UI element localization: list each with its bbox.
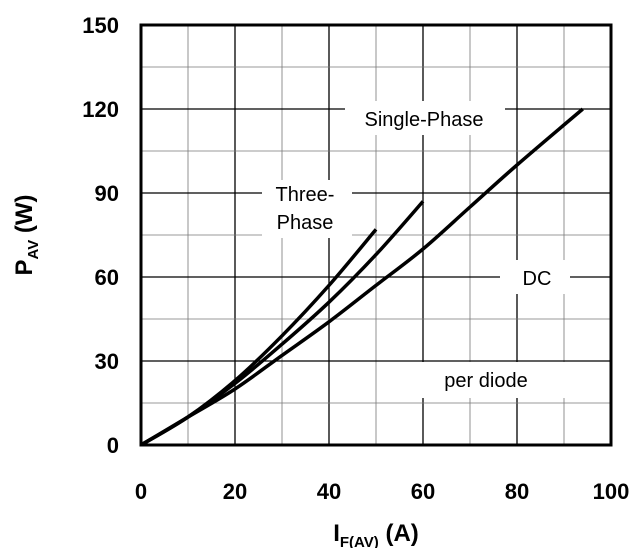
x-axis-title-subscript: F(AV): [340, 534, 379, 548]
label-bg-dc: [500, 260, 570, 294]
y-tick-label: 30: [95, 349, 119, 374]
x-axis-title: IF(AV) (A): [333, 520, 419, 548]
label-bg-three-phase: [262, 180, 352, 238]
y-axis-title-subscript: AV: [25, 240, 42, 260]
x-tick-label: 0: [135, 479, 147, 504]
label-bg-single-phase: [345, 101, 505, 135]
annotation-three-phase-line1: Three-: [276, 184, 335, 206]
grid: [141, 25, 611, 445]
annotation-three-phase-line2: Phase: [277, 212, 334, 234]
series-group: [140, 107, 584, 447]
x-tick-label: 60: [411, 479, 435, 504]
x-tick-label: 80: [505, 479, 529, 504]
y-axis-title: PAV (W): [11, 194, 42, 275]
x-axis-title-unit: (A): [379, 520, 419, 547]
x-tick-label: 40: [317, 479, 341, 504]
plot-frame: [139, 23, 613, 447]
annotation-dc: DC: [523, 268, 552, 290]
y-tick-label: 0: [107, 433, 119, 458]
y-tick-label: 90: [95, 181, 119, 206]
x-axis-title-main: I: [333, 520, 340, 547]
y-tick-label: 60: [95, 265, 119, 290]
y-tick-label: 120: [82, 97, 119, 122]
label-bg-per-diode: [410, 362, 565, 398]
annotation-per-diode: per diode: [444, 370, 527, 392]
y-axis-title-unit: (W): [11, 194, 38, 239]
y-axis-title-main: P: [11, 260, 38, 276]
x-tick-label: 100: [593, 479, 630, 504]
annotation-single-phase: Single-Phase: [365, 109, 484, 131]
y-tick-label: 150: [82, 13, 119, 38]
series-line-dc: [140, 107, 584, 447]
y-tick-labels: 0 30 60 90 120 150: [82, 13, 119, 458]
x-tick-label: 20: [223, 479, 247, 504]
x-tick-labels: 0 20 40 60 80 100: [135, 479, 629, 504]
